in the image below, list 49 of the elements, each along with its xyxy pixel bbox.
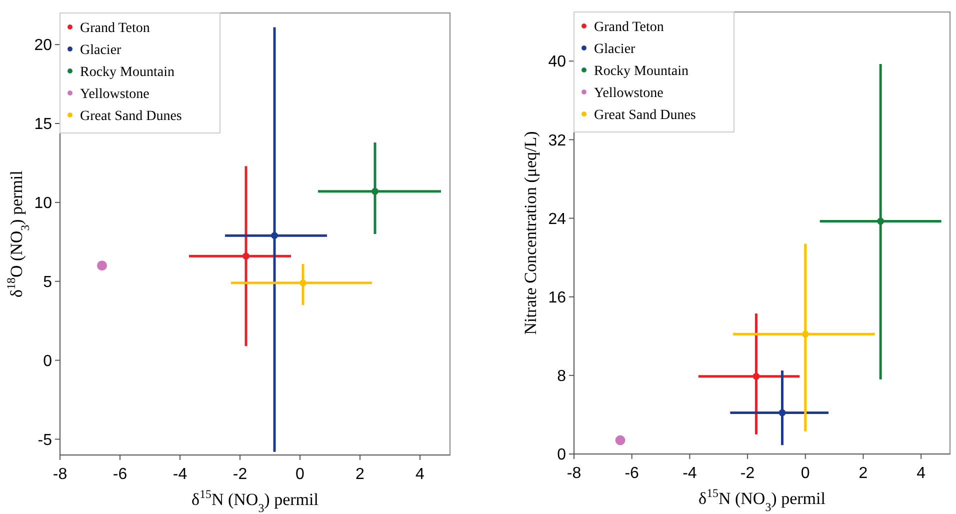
- y-tick-label: 20: [34, 37, 52, 54]
- point: [877, 218, 884, 225]
- point: [752, 372, 760, 380]
- x-tick-label: -4: [682, 465, 697, 482]
- legend-label: Yellowstone: [80, 86, 150, 102]
- y-tick-label: 32: [548, 132, 566, 150]
- y-tick-label: 24: [548, 210, 566, 228]
- y-tick-label: 0: [43, 352, 52, 370]
- y-axis-title: Nitrate Concentration (μeq/L): [521, 131, 540, 335]
- x-tick-label: -4: [172, 466, 188, 483]
- y-tick-label: 0: [557, 446, 566, 464]
- x-axis-title: δ$^{15}$N (NO$_{3}$) permil: [698, 486, 826, 514]
- x-tick-label: -8: [566, 465, 582, 482]
- y-tick-label: 40: [548, 54, 566, 71]
- legend-label: Grand Teton: [80, 20, 150, 36]
- point: [802, 330, 809, 338]
- point: [615, 435, 626, 446]
- point: [97, 260, 107, 271]
- legend-label: Glacier: [80, 42, 122, 58]
- x-tick-label: -6: [112, 466, 128, 483]
- x-tick-label: 4: [416, 466, 425, 483]
- x-tick-label: 2: [858, 465, 868, 482]
- x-tick-label: -2: [740, 465, 755, 482]
- legend-label: Great Sand Dunes: [594, 108, 696, 123]
- x-tick-label: 4: [916, 465, 926, 482]
- y-tick-label: -5: [38, 432, 52, 449]
- legend-label: Grand Teton: [594, 20, 664, 35]
- point: [778, 409, 786, 416]
- x-axis-title: δ$^{15}$N (NO$_{3}$) permil: [192, 487, 319, 514]
- x-tick-label: 2: [356, 466, 365, 483]
- y-tick-label: 8: [557, 368, 566, 386]
- legend-label: Rocky Mountain: [80, 64, 174, 80]
- y-tick-label: 5: [43, 274, 52, 291]
- x-tick-label: 0: [800, 465, 810, 482]
- point: [271, 232, 278, 240]
- legend-label: Great Sand Dunes: [80, 108, 182, 124]
- legend-label: Yellowstone: [594, 86, 664, 101]
- point: [300, 279, 306, 286]
- point: [372, 188, 378, 195]
- x-tick-label: -2: [232, 466, 248, 483]
- x-tick-label: -6: [624, 465, 640, 482]
- y-tick-label: 16: [548, 289, 566, 306]
- x-tick-label: -8: [52, 466, 68, 483]
- y-tick-label: 15: [34, 116, 52, 134]
- y-tick-label: 10: [34, 195, 52, 212]
- legend-label: Glacier: [594, 42, 636, 57]
- x-tick-label: 0: [296, 466, 305, 483]
- legend-label: Rocky Mountain: [594, 64, 688, 79]
- point: [242, 252, 250, 260]
